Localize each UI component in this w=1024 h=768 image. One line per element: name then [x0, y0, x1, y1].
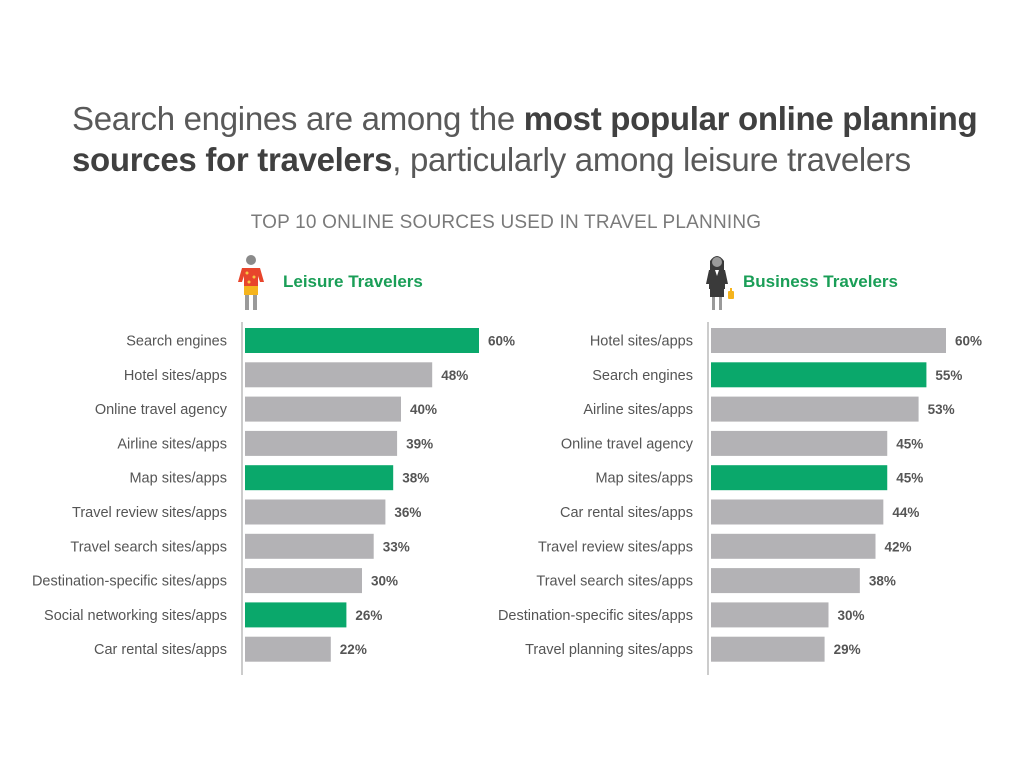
value-label: 45% [896, 471, 923, 486]
value-label: 29% [834, 642, 861, 657]
value-label: 38% [402, 471, 429, 486]
bar [711, 499, 884, 525]
bar [245, 533, 374, 559]
value-label: 39% [406, 436, 433, 451]
bar [711, 362, 927, 388]
business-panel-title: Business Travelers [743, 272, 898, 291]
value-label: 22% [340, 642, 367, 657]
value-label: 36% [394, 505, 421, 520]
bar [711, 568, 860, 594]
category-label: Travel review sites/apps [72, 505, 227, 521]
value-label: 26% [355, 608, 382, 623]
category-label: Hotel sites/apps [124, 368, 227, 384]
value-label: 55% [935, 368, 962, 383]
category-label: Destination-specific sites/apps [498, 608, 693, 624]
leisure-panel-title: Leisure Travelers [283, 272, 423, 291]
bar [711, 396, 919, 422]
value-label: 38% [869, 574, 896, 589]
category-label: Search engines [592, 368, 693, 384]
category-label: Social networking sites/apps [44, 608, 227, 624]
headline-bold: most popular online planning sources for… [72, 100, 978, 178]
value-label: 60% [488, 334, 515, 349]
category-label: Map sites/apps [129, 471, 227, 487]
value-label: 45% [896, 436, 923, 451]
value-label: 33% [383, 539, 410, 554]
bar [711, 328, 946, 353]
bar [245, 362, 433, 388]
bar [245, 430, 398, 456]
chart-subtitle: TOP 10 ONLINE SOURCES USED IN TRAVEL PLA… [250, 212, 762, 233]
category-label: Travel search sites/apps [70, 539, 227, 555]
bar [245, 328, 479, 353]
bar [245, 396, 401, 422]
category-label: Search engines [126, 334, 227, 350]
bar [245, 499, 386, 525]
category-label: Car rental sites/apps [94, 642, 227, 658]
value-label: 44% [892, 505, 919, 520]
category-label: Map sites/apps [595, 471, 693, 487]
bar [711, 533, 876, 559]
headline-part1: Search engines are among the [72, 100, 524, 137]
category-label: Hotel sites/apps [590, 334, 693, 350]
headline-part2: , particularly among leisure travelers [392, 141, 911, 178]
leisure-bar-chart: Search engines 60% Hotel sites/apps 48% Onli… [32, 322, 515, 675]
bar [245, 602, 347, 628]
category-label: Travel planning sites/apps [525, 642, 693, 658]
bar [711, 430, 888, 456]
value-label: 53% [928, 402, 955, 417]
bar [245, 465, 394, 491]
bar [711, 465, 888, 491]
category-label: Airline sites/apps [117, 436, 227, 452]
value-label: 42% [885, 539, 912, 554]
bar [245, 636, 331, 662]
business-bar-chart: Hotel sites/apps 60% Search engines 55% Airl… [498, 322, 982, 675]
value-label: 48% [441, 368, 468, 383]
value-label: 60% [955, 334, 982, 349]
leisure-traveler-icon [238, 255, 264, 310]
category-label: Destination-specific sites/apps [32, 574, 227, 590]
value-label: 30% [371, 574, 398, 589]
business-traveler-icon [706, 256, 734, 310]
category-label: Travel review sites/apps [538, 539, 693, 555]
category-label: Car rental sites/apps [560, 505, 693, 521]
category-label: Travel search sites/apps [536, 574, 693, 590]
category-label: Online travel agency [561, 436, 694, 452]
value-label: 30% [838, 608, 865, 623]
headline: Search engines are among the most popula… [72, 98, 992, 180]
value-label: 40% [410, 402, 437, 417]
category-label: Online travel agency [95, 402, 228, 418]
bar [711, 636, 825, 662]
bar [711, 602, 829, 628]
bar [245, 568, 362, 594]
category-label: Airline sites/apps [583, 402, 693, 418]
